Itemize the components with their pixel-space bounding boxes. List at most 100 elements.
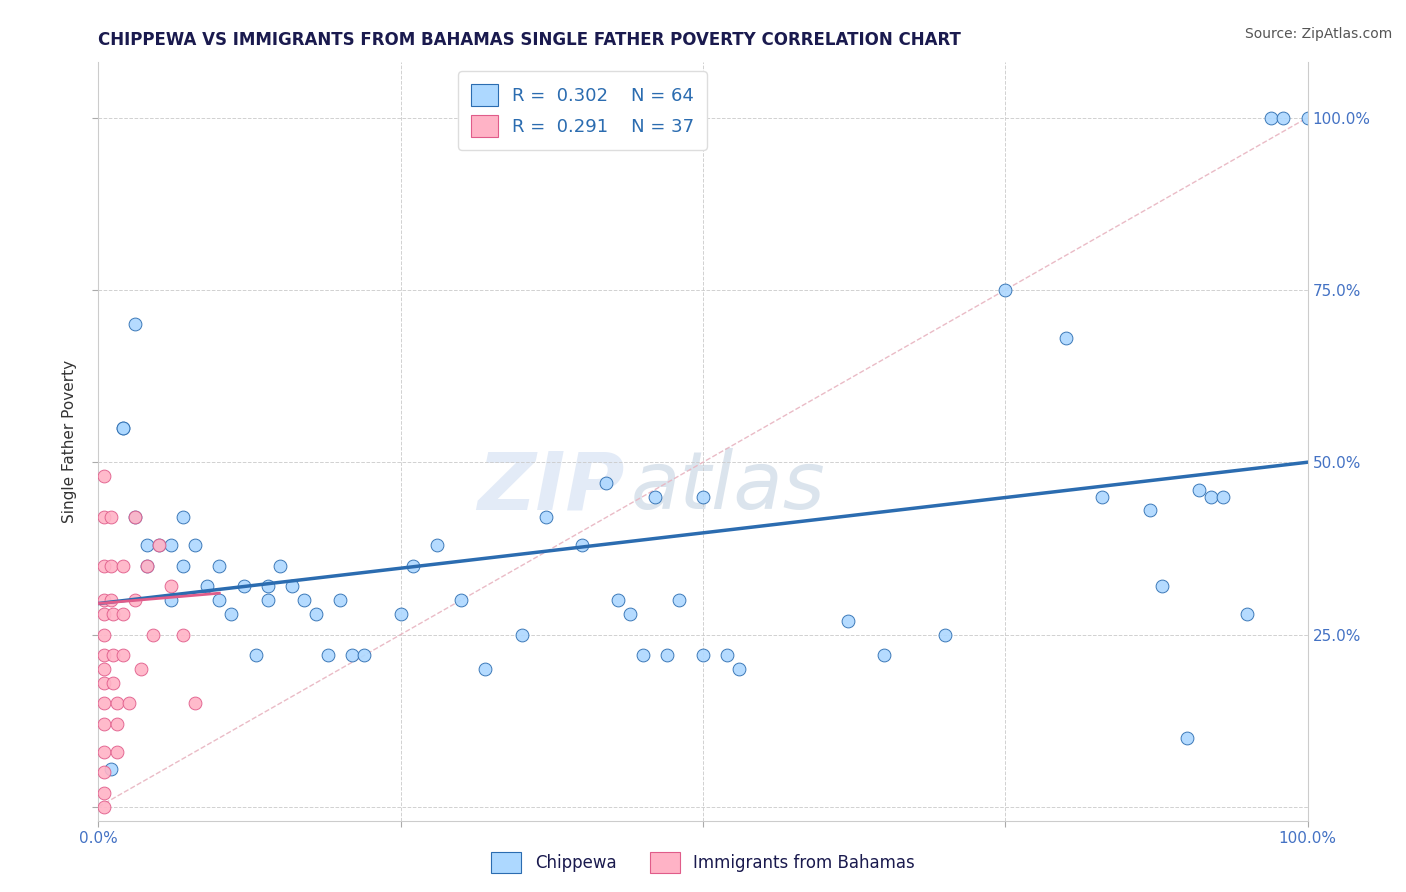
Point — [1199, 490, 1222, 504]
Point — [111, 648, 134, 663]
Point — [105, 697, 128, 711]
Point — [571, 538, 593, 552]
Point — [510, 627, 533, 641]
Text: Source: ZipAtlas.com: Source: ZipAtlas.com — [1244, 27, 1392, 41]
Point — [316, 648, 339, 663]
Point — [101, 648, 124, 663]
Point — [93, 745, 115, 759]
Point — [269, 558, 291, 573]
Point — [221, 607, 243, 621]
Point — [668, 593, 690, 607]
Point — [1091, 490, 1114, 504]
Point — [93, 469, 115, 483]
Point — [256, 593, 278, 607]
Text: atlas: atlas — [630, 448, 825, 526]
Point — [124, 318, 146, 332]
Point — [195, 579, 218, 593]
Point — [305, 607, 328, 621]
Point — [389, 607, 412, 621]
Point — [148, 538, 170, 552]
Point — [93, 607, 115, 621]
Point — [172, 558, 194, 573]
Point — [607, 593, 630, 607]
Point — [93, 627, 115, 641]
Text: CHIPPEWA VS IMMIGRANTS FROM BAHAMAS SINGLE FATHER POVERTY CORRELATION CHART: CHIPPEWA VS IMMIGRANTS FROM BAHAMAS SING… — [98, 31, 962, 49]
Point — [93, 800, 115, 814]
Point — [692, 648, 714, 663]
Point — [873, 648, 896, 663]
Point — [595, 475, 617, 490]
Legend: Chippewa, Immigrants from Bahamas: Chippewa, Immigrants from Bahamas — [485, 846, 921, 880]
Point — [1212, 490, 1234, 504]
Point — [692, 490, 714, 504]
Point — [124, 510, 146, 524]
Point — [994, 283, 1017, 297]
Point — [232, 579, 254, 593]
Point — [534, 510, 557, 524]
Point — [93, 717, 115, 731]
Point — [129, 662, 152, 676]
Point — [111, 558, 134, 573]
Point — [655, 648, 678, 663]
Point — [111, 421, 134, 435]
Point — [105, 745, 128, 759]
Point — [93, 648, 115, 663]
Point — [100, 762, 122, 776]
Legend: R =  0.302    N = 64, R =  0.291    N = 37: R = 0.302 N = 64, R = 0.291 N = 37 — [458, 71, 707, 150]
Point — [837, 614, 859, 628]
Point — [111, 607, 134, 621]
Point — [93, 593, 115, 607]
Point — [111, 421, 134, 435]
Point — [934, 627, 956, 641]
Point — [281, 579, 304, 593]
Point — [172, 627, 194, 641]
Point — [184, 697, 207, 711]
Point — [160, 593, 183, 607]
Point — [172, 510, 194, 524]
Point — [728, 662, 751, 676]
Point — [124, 593, 146, 607]
Point — [142, 627, 165, 641]
Point — [1236, 607, 1258, 621]
Point — [1152, 579, 1174, 593]
Point — [1296, 111, 1319, 125]
Point — [426, 538, 449, 552]
Point — [1175, 731, 1198, 745]
Point — [93, 662, 115, 676]
Point — [644, 490, 666, 504]
Point — [101, 675, 124, 690]
Point — [1054, 331, 1077, 345]
Point — [1272, 111, 1295, 125]
Point — [450, 593, 472, 607]
Point — [148, 538, 170, 552]
Point — [184, 538, 207, 552]
Point — [474, 662, 496, 676]
Point — [342, 648, 364, 663]
Point — [101, 607, 124, 621]
Point — [135, 538, 157, 552]
Point — [100, 510, 122, 524]
Point — [160, 538, 183, 552]
Point — [135, 558, 157, 573]
Point — [1260, 111, 1282, 125]
Point — [160, 579, 183, 593]
Point — [1139, 503, 1161, 517]
Point — [619, 607, 641, 621]
Point — [402, 558, 425, 573]
Point — [93, 558, 115, 573]
Point — [256, 579, 278, 593]
Point — [124, 510, 146, 524]
Point — [245, 648, 267, 663]
Point — [100, 558, 122, 573]
Point — [93, 510, 115, 524]
Point — [135, 558, 157, 573]
Text: ZIP: ZIP — [477, 448, 624, 526]
Point — [105, 717, 128, 731]
Point — [353, 648, 375, 663]
Point — [93, 697, 115, 711]
Y-axis label: Single Father Poverty: Single Father Poverty — [62, 360, 77, 523]
Point — [93, 675, 115, 690]
Point — [716, 648, 738, 663]
Point — [631, 648, 654, 663]
Point — [118, 697, 141, 711]
